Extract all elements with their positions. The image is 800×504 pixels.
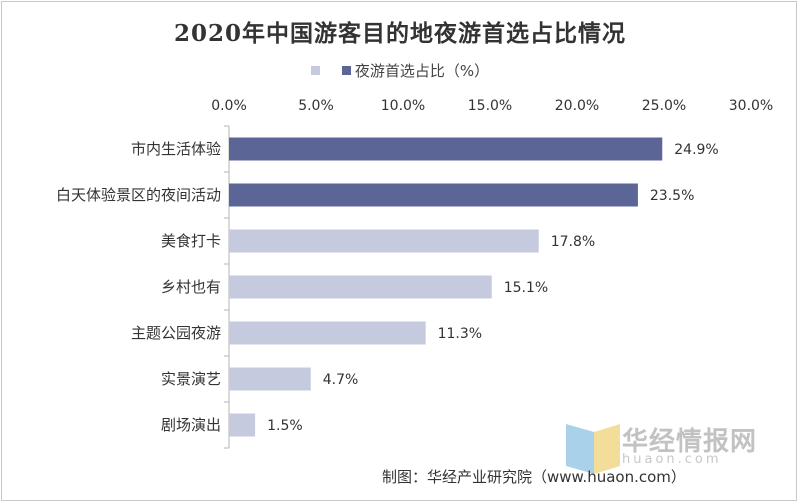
legend: 夜游首选占比（%） <box>0 60 800 81</box>
category-label: 实景演艺 <box>161 370 221 388</box>
category-label: 剧场演出 <box>161 416 221 434</box>
legend-swatch-light <box>310 66 320 75</box>
category-label: 市内生活体验 <box>131 140 221 158</box>
x-tick-label: 20.0% <box>555 98 599 114</box>
value-label: 15.1% <box>504 280 548 296</box>
value-label: 17.8% <box>551 234 595 250</box>
bar <box>229 229 539 253</box>
value-label: 23.5% <box>650 188 694 204</box>
category-label: 美食打卡 <box>161 232 221 250</box>
x-tick-label: 30.0% <box>729 98 773 114</box>
bar <box>229 137 663 161</box>
value-label: 11.3% <box>438 326 482 342</box>
bar <box>229 275 492 299</box>
category-label: 乡村也有 <box>161 278 221 296</box>
value-label: 24.9% <box>674 142 718 158</box>
x-tick-label: 25.0% <box>642 98 686 114</box>
category-label: 主题公园夜游 <box>131 324 221 342</box>
chart-title: 2020年中国游客目的地夜游首选占比情况 <box>173 20 626 47</box>
bar <box>229 183 638 207</box>
source-note: 制图：华经产业研究院（www.huaon.com） <box>382 468 686 486</box>
watermark-name: 华经情报网 <box>622 427 758 457</box>
bar <box>229 321 426 345</box>
legend-label: 夜游首选占比（%） <box>354 62 490 80</box>
bar <box>229 367 311 391</box>
value-label: 1.5% <box>267 418 303 434</box>
bar <box>229 413 256 437</box>
watermark-url: huaon.com <box>622 452 722 467</box>
category-label: 白天体验景区的夜间活动 <box>56 186 221 204</box>
x-tick-label: 10.0% <box>381 98 425 114</box>
x-tick-label: 0.0% <box>211 98 247 114</box>
legend-swatch-dark <box>341 66 351 75</box>
value-label: 4.7% <box>323 372 359 388</box>
x-tick-label: 15.0% <box>468 98 512 114</box>
x-tick-label: 5.0% <box>298 98 334 114</box>
